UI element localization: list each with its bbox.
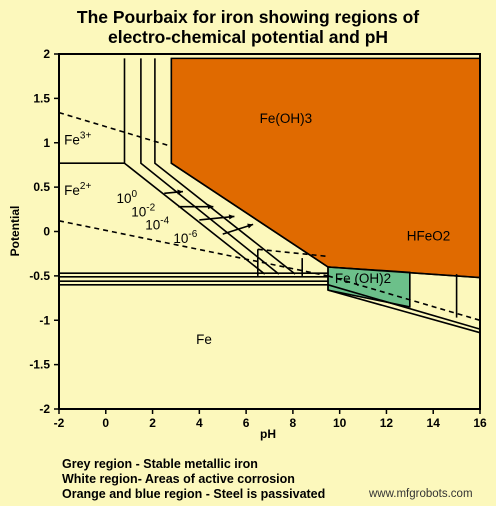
ticks-layer: -2 0 2 4 6 8 10 12 14 16 -2 -1.5 -1 -0.5 0 0.5 1 1.5 2: [29, 47, 487, 430]
region-label: Fe(OH)3: [260, 111, 313, 126]
x-tick-label: 14: [427, 416, 441, 430]
dashed-line-0: [58, 111, 172, 148]
y-tick-label: -1: [39, 313, 50, 327]
x-tick-label: 4: [196, 416, 203, 430]
legend-grey-region: Grey region - Stable metallic iron: [62, 457, 258, 471]
x-tick-label: 10: [333, 416, 347, 430]
region-label: Fe (OH)2: [335, 271, 391, 286]
chart-title-line-2: electro-chemical potential and pH: [107, 27, 389, 47]
label-arrowhead-0: [177, 189, 183, 195]
regions-layer: [170, 57, 481, 308]
boundary-line-2: [154, 58, 296, 275]
y-tick-label: 2: [43, 47, 50, 61]
x-tick-label: 12: [380, 416, 394, 430]
chart-title-line-1: The Pourbaix for iron showing regions of: [76, 7, 420, 27]
legend-white-region: White region- Areas of active corrosion: [62, 472, 295, 486]
y-tick-label: -0.5: [29, 269, 50, 283]
dashed-line-3: [257, 248, 329, 258]
y-tick-label: 0.5: [33, 180, 50, 194]
boundary-line-9: [327, 284, 481, 330]
x-tick-label: -2: [54, 416, 65, 430]
x-tick-label: 2: [149, 416, 156, 430]
region-label: Fe3+: [64, 131, 91, 148]
concentration-label: 10-2: [131, 202, 155, 219]
boundary-line-10: [327, 289, 481, 334]
boundary-line-1: [140, 58, 280, 275]
y-tick-label: 1.5: [33, 91, 50, 105]
y-tick-label: 0: [43, 225, 50, 239]
legend-orange-blue-region: Orange and blue region - Steel is passiv…: [62, 487, 326, 501]
concentration-label: 100: [117, 189, 138, 206]
x-tick-label: 16: [473, 416, 487, 430]
label-arrowhead-3: [247, 223, 254, 229]
x-tick-label: 0: [102, 416, 109, 430]
concentration-label: 10-4: [145, 216, 169, 233]
label-arrow-2: [199, 215, 235, 221]
x-tick-label: 6: [243, 416, 250, 430]
y-tick-label: -2: [39, 402, 50, 416]
y-axis-label: Potential: [8, 206, 22, 257]
label-arrowhead-2: [228, 214, 235, 220]
watermark: www.mfgrobots.com: [369, 488, 473, 500]
y-tick-label: -1.5: [29, 358, 50, 372]
region-label: Fe2+: [64, 181, 91, 198]
lines-layer: [58, 58, 481, 334]
boundary-line-4: [327, 266, 481, 279]
x-axis-label: pH: [260, 427, 276, 441]
region-label: Fe: [196, 332, 212, 347]
y-tick-label: 1: [43, 136, 50, 150]
region-fe-oh-3: [170, 57, 481, 279]
label-arrowhead-1: [207, 204, 214, 210]
concentration-label: 10-6: [173, 229, 197, 246]
dashed-line-1: [58, 220, 329, 277]
x-tick-label: 8: [290, 416, 297, 430]
region-label: HFeO2: [407, 228, 451, 243]
boundary-line-3: [170, 58, 329, 268]
